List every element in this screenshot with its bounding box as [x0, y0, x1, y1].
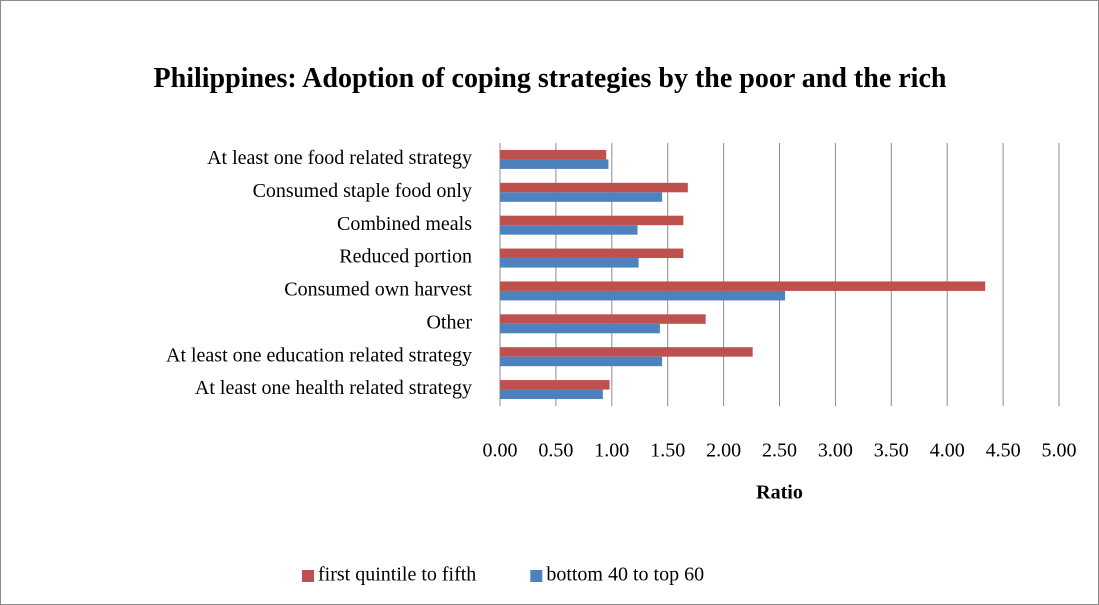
bar: [500, 215, 684, 226]
x-tick-label: 4.00: [930, 440, 965, 462]
x-tick-label: 3.50: [874, 440, 909, 462]
x-tick-label: 1.50: [650, 440, 685, 462]
x-tick-label: 3.00: [818, 440, 853, 462]
y-tick-label: Other: [426, 311, 472, 333]
y-tick-label: At least one health related strategy: [195, 377, 472, 399]
y-tick-label: Consumed staple food only: [253, 180, 472, 202]
bar: [500, 149, 607, 160]
y-tick-label: At least one education related strategy: [166, 344, 472, 366]
bar: [500, 258, 639, 268]
legend-swatch: [530, 570, 543, 582]
x-tick-label: 0.50: [538, 440, 573, 462]
bar: [500, 380, 610, 390]
x-axis-title: Ratio: [756, 482, 803, 504]
bar: [500, 389, 603, 400]
x-tick-label: 1.00: [594, 440, 629, 462]
y-tick-label: Combined meals: [337, 213, 472, 235]
x-tick-label: 5.00: [1042, 440, 1077, 462]
x-tick-label: 0.00: [483, 440, 518, 462]
x-tick-label: 2.50: [762, 440, 797, 462]
chart-title: Philippines: Adoption of coping strategi…: [153, 63, 947, 94]
y-tick-label: At least one food related strategy: [207, 147, 472, 169]
bar: [500, 248, 684, 259]
x-tick-label: 4.50: [986, 440, 1021, 462]
bar: [500, 192, 663, 202]
bar: [500, 182, 688, 193]
bar: [500, 347, 753, 357]
bar: [500, 225, 638, 235]
bar: [500, 281, 986, 291]
legend-swatch: [302, 570, 314, 582]
y-tick-label: Reduced portion: [339, 246, 472, 268]
bar: [500, 356, 663, 367]
legend-label: bottom 40 to top 60: [546, 564, 704, 586]
bar: [500, 323, 660, 334]
bar: [500, 159, 609, 169]
bar: [500, 314, 706, 324]
legend-label: first quintile to fifth: [318, 564, 476, 586]
bar: [500, 290, 786, 301]
x-tick-label: 2.00: [706, 440, 741, 462]
y-tick-label: Consumed own harvest: [284, 279, 472, 301]
